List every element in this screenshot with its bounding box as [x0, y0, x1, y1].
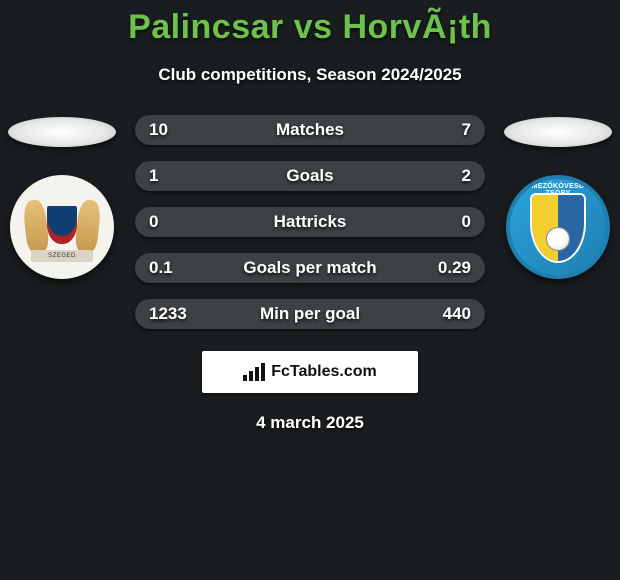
stat-value-left: 0: [149, 212, 185, 232]
ball-icon: [546, 227, 570, 251]
stat-row: 0.1Goals per match0.29: [135, 253, 485, 283]
site-badge[interactable]: FcTables.com: [202, 351, 418, 393]
player-platform-right: [504, 117, 612, 147]
lion-icon: [22, 199, 49, 253]
stat-value-right: 0.29: [435, 258, 471, 278]
stat-row: 0Hattricks0: [135, 207, 485, 237]
stat-value-right: 0: [435, 212, 471, 232]
bar-chart-icon: [243, 363, 265, 381]
stat-value-left: 10: [149, 120, 185, 140]
stat-label: Goals: [135, 166, 485, 186]
shield-icon: [47, 206, 77, 244]
site-name: FcTables.com: [271, 363, 377, 381]
stat-row: 1233Min per goal440: [135, 299, 485, 329]
team-badge-left: SZEGED: [10, 175, 114, 279]
stat-row: 10Matches7: [135, 115, 485, 145]
stat-row: 1Goals2: [135, 161, 485, 191]
stat-value-right: 7: [435, 120, 471, 140]
team-badge-right: MEZŐKÖVESD ZSÓRY: [506, 175, 610, 279]
stat-value-right: 2: [435, 166, 471, 186]
comparison-card: Palincsar vs HorvÃ¡th Club competitions,…: [0, 0, 620, 433]
left-column: SZEGED: [7, 115, 117, 279]
footer: FcTables.com 4 march 2025: [202, 351, 418, 433]
stat-label: Goals per match: [135, 258, 485, 278]
lion-icon: [74, 199, 101, 253]
stat-value-left: 1233: [149, 304, 187, 324]
stat-label: Min per goal: [135, 304, 485, 324]
crest-left: SZEGED: [23, 188, 101, 266]
date-label: 4 march 2025: [256, 413, 364, 433]
stat-value-left: 0.1: [149, 258, 185, 278]
stat-value-left: 1: [149, 166, 185, 186]
right-column: MEZŐKÖVESD ZSÓRY: [503, 115, 613, 279]
player-platform-left: [8, 117, 116, 147]
main-row: SZEGED 10Matches71Goals20Hattricks00.1Go…: [0, 115, 620, 329]
page-subtitle: Club competitions, Season 2024/2025: [158, 65, 461, 85]
stat-label: Matches: [135, 120, 485, 140]
page-title: Palincsar vs HorvÃ¡th: [128, 8, 492, 47]
stats-list: 10Matches71Goals20Hattricks00.1Goals per…: [135, 115, 485, 329]
stat-label: Hattricks: [135, 212, 485, 232]
ribbon-text: SZEGED: [31, 250, 93, 262]
stat-value-right: 440: [435, 304, 471, 324]
